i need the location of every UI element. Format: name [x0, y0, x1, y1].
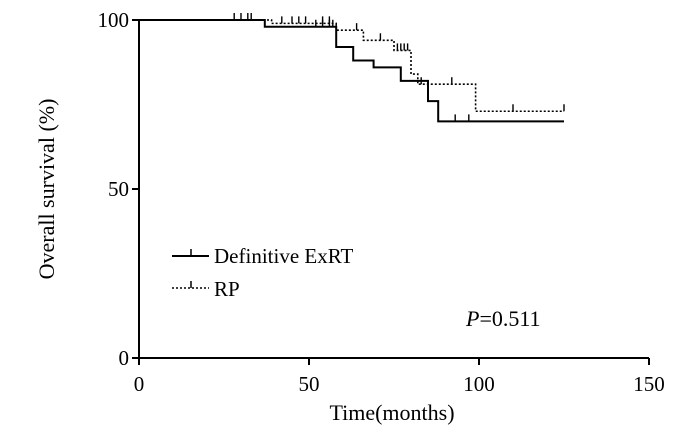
y-tick-label: 50 [108, 177, 129, 201]
y-tick-label: 100 [98, 8, 130, 32]
series-layer [139, 13, 565, 123]
y-tick-label: 0 [119, 346, 130, 370]
legend-item-rp: RP [172, 277, 240, 301]
x-tick-label: 0 [134, 372, 145, 396]
x-tick-label: 150 [633, 372, 665, 396]
x-tick-label: 50 [299, 372, 320, 396]
p-value-number: =0.511 [479, 306, 540, 331]
legend: Definitive ExRT RP [172, 244, 353, 301]
legend-item-definitive-exrt: Definitive ExRT [172, 244, 353, 268]
p-value-symbol: P [465, 306, 479, 331]
axes [138, 20, 649, 359]
x-tick-label: 100 [463, 372, 495, 396]
p-value-annotation: P=0.511 [465, 306, 541, 331]
legend-label-rp: RP [214, 277, 240, 301]
series-rp [139, 13, 565, 113]
series-definitive-exrt [139, 13, 564, 123]
survival-curve-rp [139, 19, 564, 113]
x-axis-label: Time(months) [329, 400, 454, 425]
axis-ticks: 0 50 100 150 0 50 100 [98, 8, 665, 396]
y-axis-label: Overall survival (%) [34, 99, 59, 280]
legend-label-definitive-exrt: Definitive ExRT [214, 244, 353, 268]
survival-curve-definitive-exrt [139, 19, 564, 123]
